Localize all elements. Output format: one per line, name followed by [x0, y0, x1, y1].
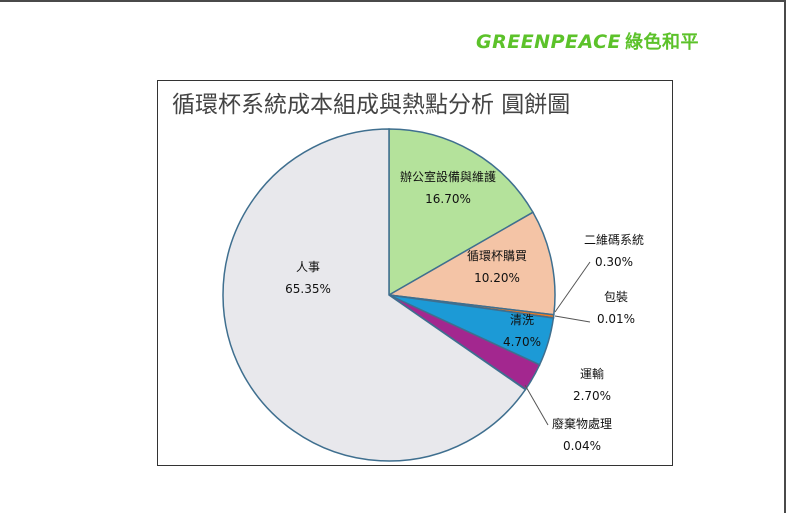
value-label-personnel: 65.35%: [285, 282, 331, 296]
label-personnel: 人事: [296, 260, 320, 274]
chart-title: 循環杯系統成本組成與熱點分析 圓餅圖: [172, 92, 571, 118]
value-label-qr-system: 0.30%: [595, 255, 633, 269]
value-label-waste-disposal: 0.04%: [563, 439, 601, 453]
label-packaging: 包裝: [604, 290, 628, 304]
label-waste-disposal: 廢棄物處理: [552, 416, 612, 431]
page-top-border: [0, 0, 786, 2]
leader-line-qr-system: [554, 261, 591, 313]
value-label-office-equipment: 16.70%: [425, 192, 471, 206]
label-cleaning: 清洗: [510, 313, 534, 327]
slice-cup-purchase: [386, 211, 556, 316]
slice-office-equipment: [388, 128, 534, 297]
leader-line-waste-disposal: [524, 384, 549, 426]
page-right-border: [784, 0, 786, 513]
value-label-cleaning: 4.70%: [503, 335, 541, 349]
value-label-packaging: 0.01%: [597, 312, 635, 326]
label-cup-purchase: 循環杯購買: [467, 249, 527, 263]
label-office-equipment: 辦公室設備與維護: [400, 169, 496, 184]
greenpeace-logo: GREENPEACE 綠色和平: [476, 28, 699, 54]
value-label-transport: 2.70%: [573, 389, 611, 403]
slice-personnel: [222, 128, 527, 462]
leader-line-packaging: [554, 315, 591, 323]
logo-chinese-text: 綠色和平: [625, 32, 700, 53]
logo-brand-text: GREENPEACE: [476, 31, 622, 53]
value-label-cup-purchase: 10.20%: [474, 271, 520, 285]
label-qr-system: 二維碼系統: [584, 233, 644, 247]
label-transport: 運輸: [580, 366, 604, 381]
